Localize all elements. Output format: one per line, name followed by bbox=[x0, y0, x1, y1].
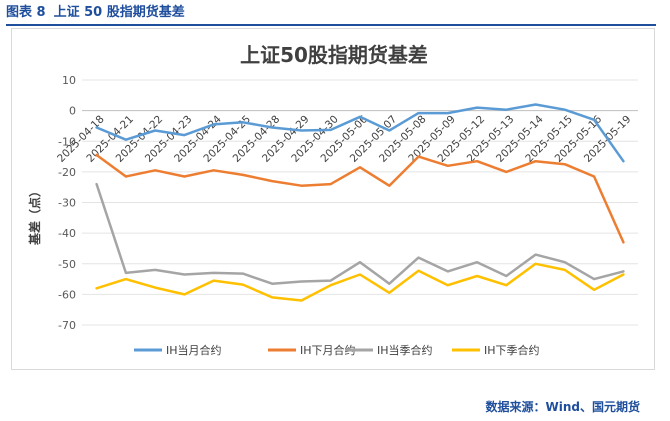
y-tick-label: -20 bbox=[58, 166, 76, 179]
legend-label: IH当月合约 bbox=[166, 343, 222, 357]
source-note: 数据来源：Wind、国元期货 bbox=[485, 400, 640, 414]
chart-title: 上证50股指期货基差 bbox=[240, 43, 428, 67]
y-tick-label: 0 bbox=[69, 105, 76, 118]
y-tick-label: -30 bbox=[58, 197, 76, 210]
y-tick-label: -10 bbox=[58, 135, 76, 148]
figure-header: 图表 8 上证 50 股指期货基差 bbox=[6, 4, 656, 26]
figure-title: 上证 50 股指期货基差 bbox=[53, 5, 185, 20]
legend-label: IH下月合约 bbox=[300, 343, 356, 357]
chart-frame: 上证50股指期货基差 基差（点） 10 0 -10 -20 -30 -40 -50 -60 -7… bbox=[11, 28, 655, 370]
series-line-2 bbox=[95, 153, 625, 244]
y-tick-label: -50 bbox=[58, 258, 76, 271]
y-axis-label: 基差（点） bbox=[27, 185, 42, 246]
series-line-3 bbox=[95, 182, 625, 285]
y-tick-label: 10 bbox=[62, 74, 76, 87]
figure-label: 图表 8 bbox=[6, 5, 46, 20]
y-tick-label: -70 bbox=[58, 319, 76, 332]
basis-line-chart: 上证50股指期货基差 基差（点） 10 0 -10 -20 -30 -40 -50 -60 -7… bbox=[27, 43, 638, 357]
y-tick-label: -40 bbox=[58, 227, 76, 240]
series-line-4 bbox=[95, 262, 625, 302]
legend-label: IH当季合约 bbox=[377, 343, 433, 357]
y-tick-label: -60 bbox=[58, 288, 76, 301]
legend-label: IH下季合约 bbox=[484, 343, 540, 357]
series-line-1 bbox=[95, 103, 625, 163]
